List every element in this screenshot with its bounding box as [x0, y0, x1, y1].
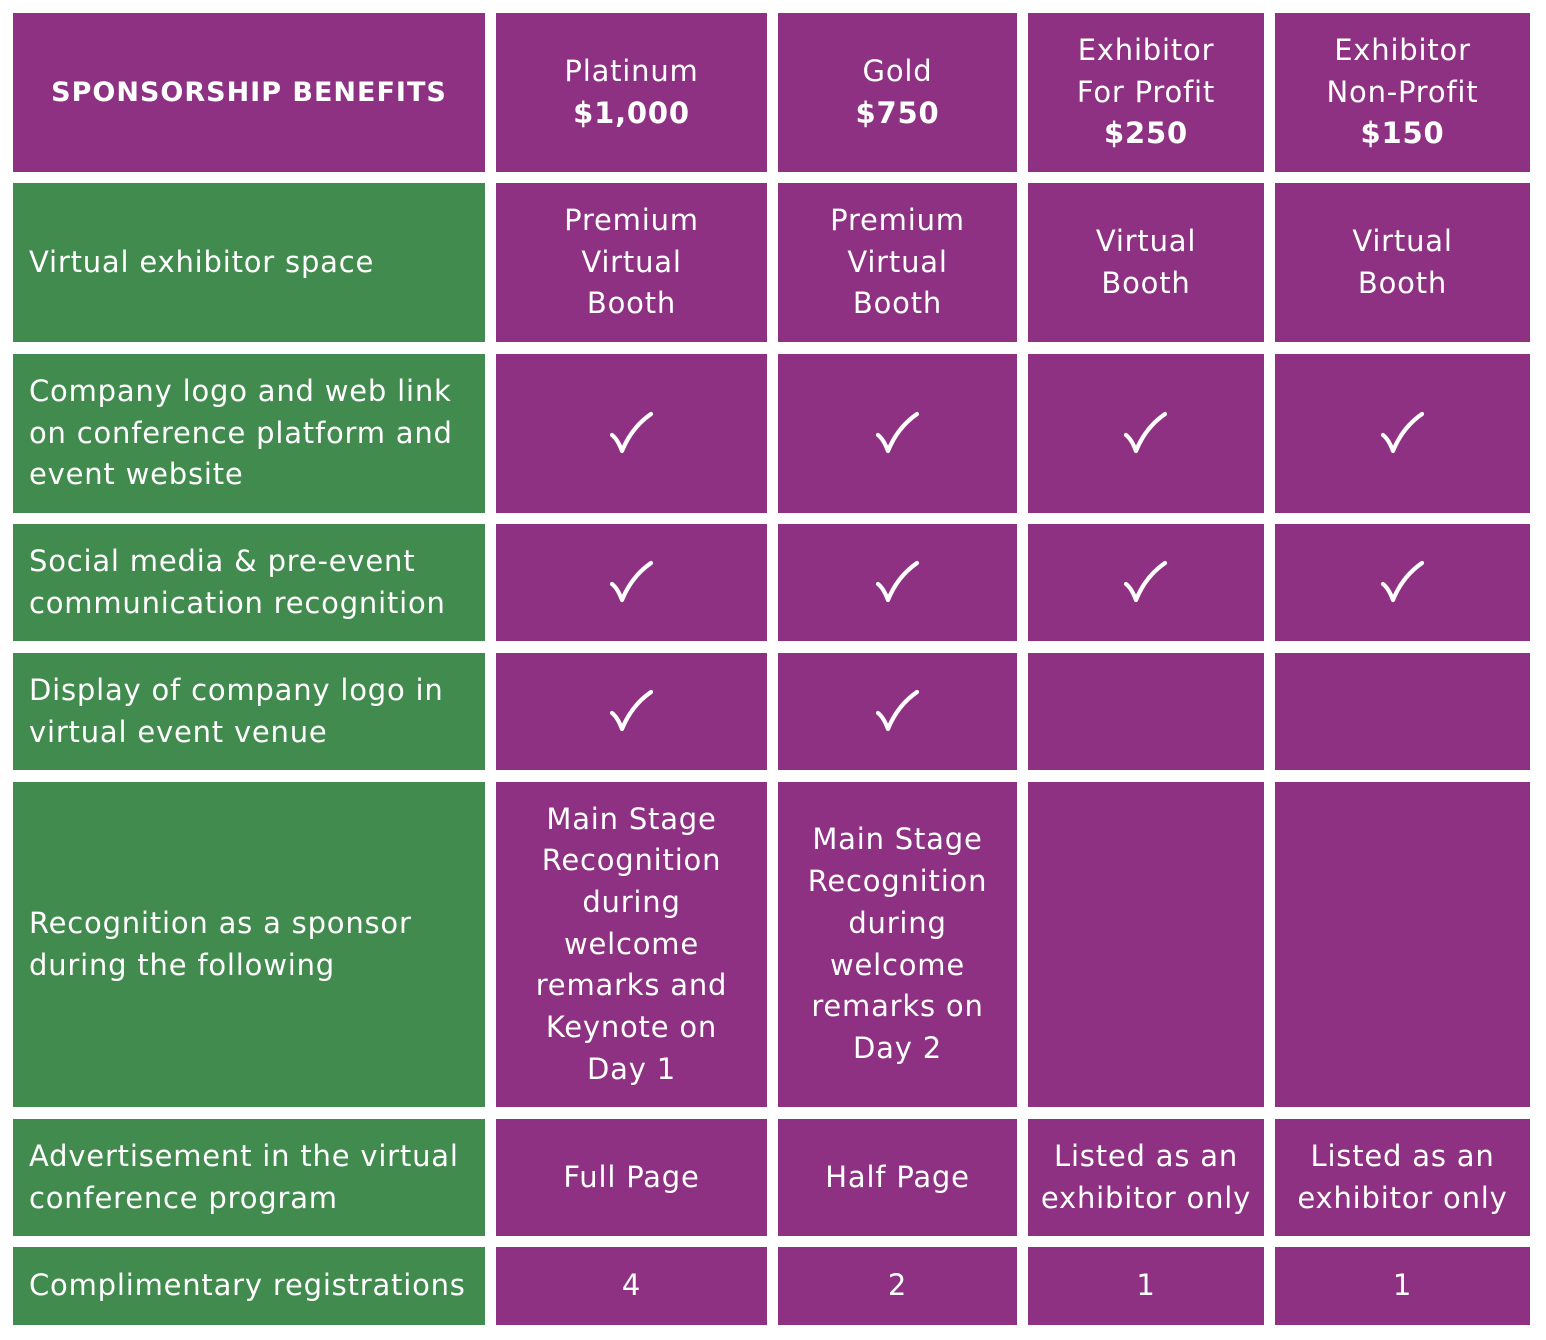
checkmark-icon: [875, 411, 919, 453]
tier-price: $250: [1104, 116, 1188, 151]
header-title-cell: SPONSORSHIP BENEFITS: [13, 13, 485, 172]
value-cell: [1028, 354, 1264, 513]
value-cell: 4: [496, 1247, 767, 1325]
benefit-cell: Recognition as a sponsor during the foll…: [13, 782, 485, 1107]
value-cell: [1275, 782, 1530, 1107]
benefit-label: Advertisement in the virtual conference …: [29, 1138, 459, 1215]
tier-header-gold: Gold $750: [778, 13, 1017, 172]
benefit-label: Recognition as a sponsor during the foll…: [29, 905, 412, 982]
checkmark-icon: [609, 560, 653, 602]
benefit-cell: Display of company logo in virtual event…: [13, 653, 485, 770]
value-cell: Main Stage Recognition during welcome re…: [496, 782, 767, 1107]
value-text: Half Page: [825, 1159, 970, 1194]
tier-header-exhibitor-for-profit: Exhibitor For Profit $250: [1028, 13, 1264, 172]
value-cell: [778, 354, 1017, 513]
value-cell: Premium Virtual Booth: [496, 183, 767, 342]
value-cell: Virtual Booth: [1028, 183, 1264, 342]
value-text: 1: [1392, 1268, 1413, 1303]
value-cell: [1028, 782, 1264, 1107]
checkmark-icon: [1380, 411, 1424, 453]
table-title: SPONSORSHIP BENEFITS: [51, 76, 447, 108]
tier-price: $1,000: [573, 95, 690, 130]
value-cell: [1275, 524, 1530, 641]
value-cell: [778, 524, 1017, 641]
value-cell: Main Stage Recognition during welcome re…: [778, 782, 1017, 1107]
benefit-label: Complimentary registrations: [29, 1268, 466, 1303]
tier-price: $750: [855, 95, 940, 130]
value-cell: 2: [778, 1247, 1017, 1325]
tier-name: Exhibitor For Profit: [1076, 32, 1216, 109]
value-cell: [1275, 653, 1530, 770]
value-cell: [1028, 524, 1264, 641]
value-cell: [496, 653, 767, 770]
tier-name: Gold: [862, 53, 933, 88]
value-cell: 1: [1028, 1247, 1264, 1325]
benefit-cell: Company logo and web link on conference …: [13, 354, 485, 513]
benefit-label: Social media & pre-event communication r…: [29, 543, 446, 620]
benefit-label: Virtual exhibitor space: [29, 244, 375, 279]
checkmark-icon: [1123, 560, 1168, 602]
value-cell: 1: [1275, 1247, 1530, 1325]
value-text: Premium Virtual Booth: [564, 202, 699, 321]
value-text: Premium Virtual Booth: [830, 202, 965, 321]
checkmark-icon: [609, 689, 653, 731]
value-cell: [1028, 653, 1264, 770]
benefit-cell: Complimentary registrations: [13, 1247, 485, 1325]
benefit-cell: Virtual exhibitor space: [13, 183, 485, 342]
value-cell: [496, 354, 767, 513]
value-text: 4: [621, 1268, 642, 1303]
value-text: Listed as an exhibitor only: [1297, 1138, 1508, 1215]
value-cell: Listed as an exhibitor only: [1275, 1119, 1530, 1236]
tier-name: Exhibitor Non-Profit: [1326, 32, 1479, 109]
value-cell: Listed as an exhibitor only: [1028, 1119, 1264, 1236]
tier-price: $150: [1360, 116, 1445, 151]
checkmark-icon: [875, 560, 919, 602]
benefit-cell: Advertisement in the virtual conference …: [13, 1119, 485, 1236]
value-text: Virtual Booth: [1095, 223, 1197, 300]
value-text: 1: [1136, 1268, 1156, 1303]
value-text: Virtual Booth: [1352, 223, 1453, 300]
value-text: Main Stage Recognition during welcome re…: [807, 822, 988, 1065]
value-cell: Full Page: [496, 1119, 767, 1236]
value-cell: Premium Virtual Booth: [778, 183, 1017, 342]
checkmark-icon: [609, 411, 653, 453]
value-cell: [1275, 354, 1530, 513]
value-text: Listed as an exhibitor only: [1040, 1138, 1252, 1215]
value-text: Full Page: [563, 1159, 700, 1194]
checkmark-icon: [875, 689, 919, 731]
checkmark-icon: [1380, 560, 1424, 602]
tier-name: Platinum: [564, 53, 699, 88]
value-cell: [496, 524, 767, 641]
value-text: 2: [887, 1268, 908, 1303]
benefit-label: Display of company logo in virtual event…: [29, 672, 444, 749]
value-cell: Half Page: [778, 1119, 1017, 1236]
value-text: Main Stage Recognition during welcome re…: [535, 801, 728, 1086]
value-cell: [778, 653, 1017, 770]
benefit-cell: Social media & pre-event communication r…: [13, 524, 485, 641]
checkmark-icon: [1123, 411, 1168, 453]
benefit-label: Company logo and web link on conference …: [29, 373, 453, 492]
tier-header-platinum: Platinum $1,000: [496, 13, 767, 172]
tier-header-exhibitor-non-profit: Exhibitor Non-Profit $150: [1275, 13, 1530, 172]
value-cell: Virtual Booth: [1275, 183, 1530, 342]
